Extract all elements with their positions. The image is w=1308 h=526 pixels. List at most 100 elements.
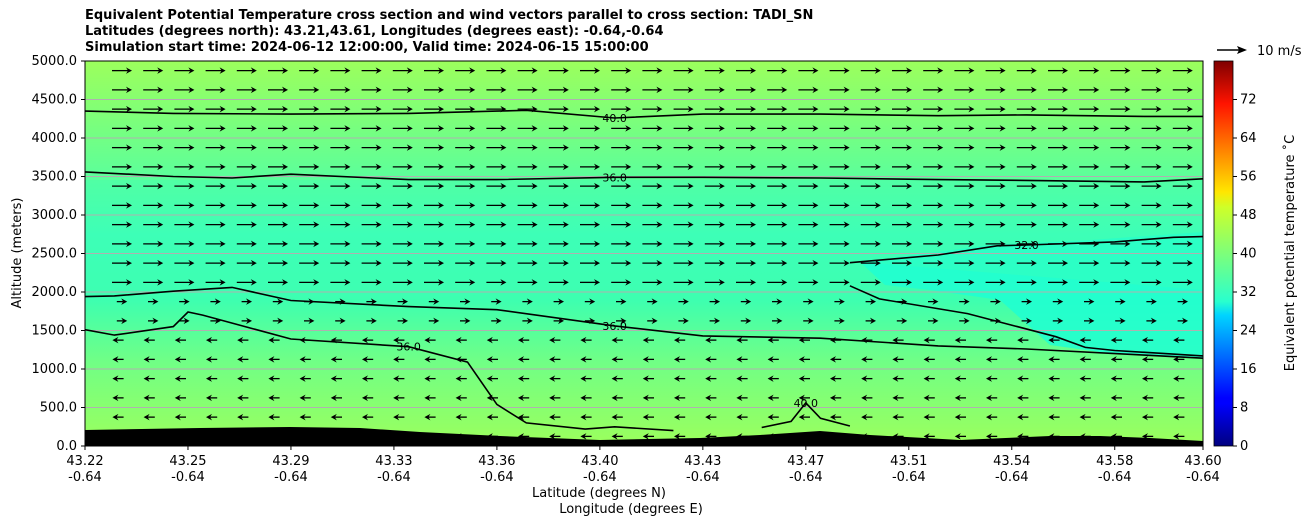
wind-vector-head [464,298,471,305]
wind-vector-head [580,394,587,402]
wind-vector-head [861,336,868,344]
x-tick-label-lon: -0.64 [892,470,926,485]
wind-vector-head [157,279,164,286]
wind-vector-head [999,163,1006,171]
x-tick-label-lat: 43.33 [375,454,412,469]
wind-vector-head [843,105,850,113]
x-tick-label-lon: -0.64 [583,470,617,485]
wind-vector-head [330,375,337,382]
wind-vector-head [620,298,627,305]
wind-vector-head [424,356,431,363]
wind-vector-head [625,105,632,113]
wind-vector-head [1124,105,1131,113]
wind-vector-head [1124,182,1131,190]
wind-vector-head [486,375,493,382]
wind-vector-head [455,375,462,382]
wind-vector-head [1155,125,1162,132]
x-tick-label-lon: -0.64 [1098,470,1132,485]
wind-vector-head [486,336,493,344]
wind-vector-head [798,394,805,402]
wind-vector-head [500,125,507,132]
wind-vector-head [126,67,132,74]
wind-vector-head [906,144,912,151]
wind-vector-head [112,336,119,344]
wind-vector-head [313,105,320,113]
wind-vector-head [870,298,876,305]
wind-vector-head [219,105,226,113]
wind-vector-head [562,240,569,248]
wind-vector-head [656,182,663,190]
wind-vector-head [438,144,444,151]
wind-vector-head [250,202,257,209]
wind-vector-head [906,67,912,74]
wind-vector-head [562,182,569,190]
wind-vector-head [206,356,212,363]
wind-vector-head [112,356,119,363]
wind-vector-head [562,221,569,228]
wind-vector-head [767,394,774,402]
wind-vector-head [344,86,351,94]
wind-vector-head [562,67,569,74]
wind-vector-head [1204,356,1210,362]
wind-vector-head [1079,336,1086,344]
wind-vector-head [495,298,502,305]
wind-vector-head [687,182,694,190]
wind-vector-head [580,413,587,421]
wind-vector-head [406,240,413,248]
wind-vector-head [687,240,694,248]
wind-vector-head [455,413,462,421]
wind-vector-head [188,86,195,94]
wind-vector-head [188,202,195,209]
wind-vector-head [1088,317,1095,325]
wind-vector-head [580,336,587,344]
wind-vector-head [705,413,712,421]
wind-vector-head [562,202,569,209]
wind-vector-head [1124,86,1131,94]
wind-vector-head [1093,279,1100,286]
wind-vector-head [126,240,132,248]
wind-vector-head [750,279,756,286]
wind-vector-head [812,86,819,94]
wind-vector-head [183,317,190,325]
wind-vector-head [183,298,190,305]
wind-vector-head [718,182,725,190]
wind-vector-head [736,375,743,382]
wind-vector-head [268,375,275,382]
wind-vector-head [937,86,944,94]
wind-vector-head [986,356,992,363]
wind-vector-head [999,67,1006,74]
wind-vector-head [611,336,618,344]
wind-vector-head [892,336,899,344]
wind-vector-head [362,394,368,402]
wind-vector-head [781,105,788,113]
wind-vector-head [625,182,632,190]
wind-vector-head [843,67,850,74]
wind-vector-head [282,202,288,209]
wind-vector-head [188,182,195,190]
wind-vector-head [1030,240,1037,248]
wind-vector-head [906,279,912,286]
wind-vector-head [500,279,507,286]
wind-vector-head [518,413,524,421]
wind-vector-head [968,105,975,113]
wind-vector-head [830,356,836,363]
wind-vector-head [718,125,725,132]
wind-vector-head [1062,279,1068,286]
y-axis-label: Altitude (meters) [10,198,25,309]
x-tick-label-lon: -0.64 [171,470,205,485]
wind-vector-head [126,279,132,286]
wind-vector-head [406,67,413,74]
title-line-3: Simulation start time: 2024-06-12 12:00:… [85,40,649,55]
wind-vector-head [438,279,444,286]
wind-vector-head [999,105,1006,113]
wind-vector-head [469,86,476,94]
wind-vector-head [714,298,720,305]
wind-vector-head [750,221,756,228]
wind-vector-head [968,163,975,171]
wind-vector-head [206,394,212,402]
wind-vector-head [798,356,805,363]
wind-vector-head [174,375,181,382]
wind-vector-head [656,202,663,209]
wind-vector-head [246,298,252,305]
wind-vector-head [937,163,944,171]
